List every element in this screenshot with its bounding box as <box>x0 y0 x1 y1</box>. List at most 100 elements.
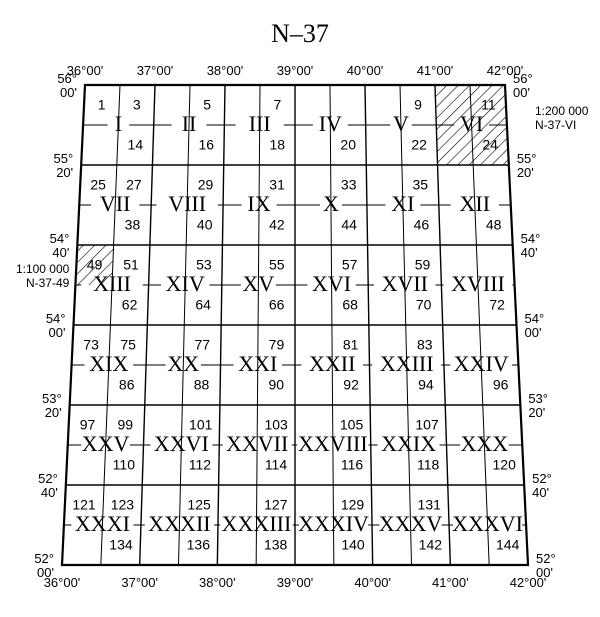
quarter-number: 25 <box>90 177 106 193</box>
lon-top-label: 38°00' <box>207 63 244 78</box>
quarter-number: 55 <box>269 257 285 273</box>
lat-right-deg: 53° <box>528 391 548 406</box>
quarter-number: 49 <box>87 257 103 273</box>
lat-right-min: 20' <box>517 165 534 180</box>
quarter-number: 99 <box>117 417 133 433</box>
quarter-number: 125 <box>187 497 211 513</box>
lat-right-deg: 56° <box>513 71 533 86</box>
roman-label: XXXVI <box>452 511 523 536</box>
quarter-number: 94 <box>418 377 434 393</box>
roman-label: IV <box>319 111 342 136</box>
quarter-number: 90 <box>269 377 285 393</box>
lat-left-min: 00' <box>60 85 77 100</box>
quarter-number: 35 <box>413 177 429 193</box>
lon-top-label: 40°00' <box>347 63 384 78</box>
quarter-number: 1 <box>98 97 106 113</box>
quarter-number: 97 <box>80 417 96 433</box>
roman-label: XIII <box>93 271 131 296</box>
quarter-number: 44 <box>341 217 357 233</box>
lat-right-deg: 54° <box>525 311 545 326</box>
roman-label: XXII <box>309 351 355 376</box>
roman-label: VII <box>100 191 131 216</box>
roman-label: XI <box>391 191 414 216</box>
quarter-number: 118 <box>417 457 440 473</box>
roman-label: VI <box>460 111 483 136</box>
lat-right-min: 20' <box>528 405 545 420</box>
quarter-number: 22 <box>411 137 427 153</box>
lat-right-deg: 55° <box>517 151 537 166</box>
quarter-number: 70 <box>416 297 432 313</box>
quarter-number: 3 <box>133 97 141 113</box>
quarter-number: 53 <box>196 257 212 273</box>
quarter-number: 112 <box>189 457 212 473</box>
lon-bot-label: 39°00' <box>277 575 314 590</box>
roman-label: XXX <box>461 431 509 456</box>
map-index-diagram: N–37I1314II516III718IV20V922VI1124VII252… <box>0 0 600 617</box>
quarter-number: 59 <box>415 257 431 273</box>
quarter-number: 66 <box>269 297 285 313</box>
lat-right-deg: 52° <box>532 471 552 486</box>
quarter-number: 142 <box>419 537 443 553</box>
quarter-number: 140 <box>341 537 365 553</box>
quarter-number: 114 <box>265 457 288 473</box>
lat-left-deg: 56° <box>57 71 77 86</box>
roman-label: XXXI <box>75 511 130 536</box>
lat-right-min: 00' <box>513 85 530 100</box>
lat-left-deg: 55° <box>53 151 73 166</box>
callout-scale: 1:100 000 <box>16 262 70 276</box>
quarter-number: 123 <box>111 497 135 513</box>
roman-label: VIII <box>168 191 206 216</box>
quarter-number: 24 <box>482 137 498 153</box>
quarter-number: 7 <box>274 97 282 113</box>
quarter-number: 42 <box>269 217 285 233</box>
quarter-number: 138 <box>264 537 288 553</box>
quarter-number: 72 <box>489 297 505 313</box>
lat-left-deg: 53° <box>42 391 62 406</box>
lon-bot-label: 38°00' <box>199 575 236 590</box>
quarter-number: 18 <box>269 137 285 153</box>
sheet-title: N–37 <box>271 19 329 48</box>
roman-label: III <box>249 111 271 136</box>
lat-right-deg: 52° <box>536 551 556 566</box>
roman-label: XXV <box>82 431 130 456</box>
quarter-number: 86 <box>119 377 135 393</box>
roman-label: XXXIII <box>222 511 292 536</box>
quarter-number: 88 <box>194 377 210 393</box>
quarter-number: 120 <box>493 457 517 473</box>
lat-right-min: 40' <box>521 245 538 260</box>
quarter-number: 46 <box>414 217 430 233</box>
quarter-number: 20 <box>340 137 356 153</box>
quarter-number: 64 <box>195 297 211 313</box>
quarter-number: 127 <box>264 497 288 513</box>
lon-bot-label: 41°00' <box>432 575 469 590</box>
quarter-number: 116 <box>341 457 364 473</box>
lat-left-min: 00' <box>37 565 54 580</box>
lat-left-min: 40' <box>52 245 69 260</box>
roman-label: XVIII <box>451 271 505 296</box>
quarter-number: 107 <box>415 417 439 433</box>
quarter-number: 38 <box>125 217 141 233</box>
roman-label: XIV <box>166 271 205 296</box>
lat-right-min: 00' <box>525 325 542 340</box>
roman-label: XVII <box>382 271 428 296</box>
lon-top-label: 37°00' <box>137 63 174 78</box>
roman-label: XXIII <box>380 351 434 376</box>
quarter-number: 73 <box>83 337 99 353</box>
quarter-number: 11 <box>481 97 496 113</box>
quarter-number: 29 <box>198 177 214 193</box>
lat-left-deg: 52° <box>34 551 54 566</box>
roman-label: XXXII <box>148 511 210 536</box>
quarter-number: 92 <box>343 377 359 393</box>
quarter-number: 83 <box>417 337 433 353</box>
roman-label: XIX <box>89 351 128 376</box>
quarter-number: 131 <box>418 497 442 513</box>
quarter-number: 5 <box>203 97 211 113</box>
roman-label: XXI <box>238 351 277 376</box>
quarter-number: 33 <box>341 177 357 193</box>
quarter-number: 103 <box>264 417 288 433</box>
quarter-number: 31 <box>269 177 285 193</box>
lon-bot-label: 37°00' <box>121 575 158 590</box>
quarter-number: 62 <box>122 297 138 313</box>
quarter-number: 14 <box>128 137 144 153</box>
lat-left-deg: 54° <box>46 311 66 326</box>
